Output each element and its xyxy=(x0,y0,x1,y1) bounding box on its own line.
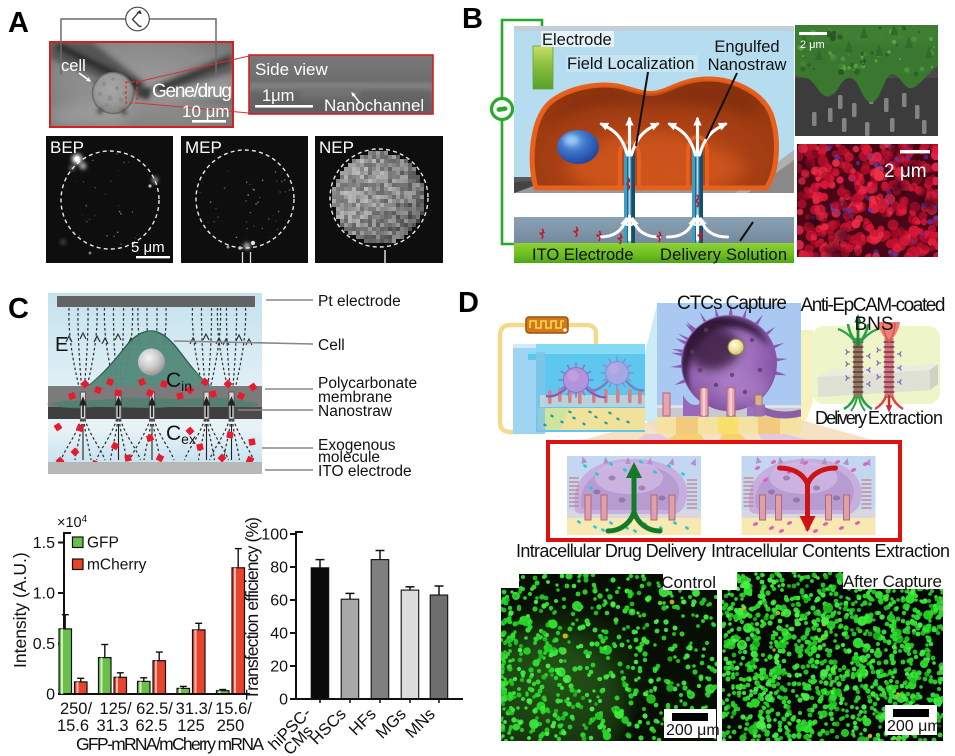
svg-text:1μm: 1μm xyxy=(262,87,294,105)
svg-text:250: 250 xyxy=(217,717,245,735)
svg-text:200 μm: 200 μm xyxy=(666,722,720,739)
svg-text:Polycarbonate: Polycarbonate xyxy=(318,375,417,392)
svg-text:Exogenous: Exogenous xyxy=(318,437,396,454)
svg-text:1.5: 1.5 xyxy=(33,535,55,552)
svg-text:Control: Control xyxy=(661,573,716,592)
svg-text:C: C xyxy=(8,293,29,325)
svg-text:62.5/: 62.5/ xyxy=(136,700,173,718)
svg-text:Nanochannel: Nanochannel xyxy=(324,96,424,115)
svg-text:Field Localization: Field Localization xyxy=(567,55,695,73)
svg-text:0: 0 xyxy=(279,692,288,709)
svg-text:After Capture: After Capture xyxy=(843,572,942,591)
svg-text:Gene/drug: Gene/drug xyxy=(152,81,232,102)
svg-text:GFP: GFP xyxy=(87,535,119,552)
svg-text:62.5: 62.5 xyxy=(135,717,167,735)
svg-text:Intracellular Drug Delivery: Intracellular Drug Delivery xyxy=(516,541,706,561)
svg-text:NEP: NEP xyxy=(319,138,354,157)
svg-text:80: 80 xyxy=(270,560,288,577)
svg-text:×104: ×104 xyxy=(57,514,88,531)
svg-text:MEP: MEP xyxy=(185,138,222,157)
svg-text:membrane: membrane xyxy=(318,389,392,406)
svg-text:BEP: BEP xyxy=(50,138,84,157)
svg-text:HSCs: HSCs xyxy=(307,705,350,748)
svg-text:1.0: 1.0 xyxy=(33,586,55,603)
svg-text:cell: cell xyxy=(61,57,86,75)
svg-text:MGs: MGs xyxy=(372,705,409,742)
svg-text:CTCs Capture: CTCs Capture xyxy=(677,293,787,314)
svg-text:Extraction: Extraction xyxy=(868,408,943,428)
svg-text:BNS: BNS xyxy=(854,314,893,335)
svg-text:10 μm: 10 μm xyxy=(182,102,230,121)
svg-text:20: 20 xyxy=(270,659,288,676)
svg-text:Intensity (A.U.): Intensity (A.U.) xyxy=(10,552,30,668)
svg-text:E: E xyxy=(55,334,68,356)
svg-text:Delivery Solution: Delivery Solution xyxy=(660,246,787,264)
svg-text:Electrode: Electrode xyxy=(542,31,612,49)
svg-text:Side view: Side view xyxy=(255,60,328,79)
svg-text:Engulfed: Engulfed xyxy=(714,38,779,56)
svg-text:mCherry: mCherry xyxy=(87,557,147,574)
svg-text:5 μm: 5 μm xyxy=(131,239,165,256)
svg-text:Cell: Cell xyxy=(318,337,345,354)
svg-text:molecule: molecule xyxy=(318,449,380,466)
svg-text:Transfection efficiency (%): Transfection efficiency (%) xyxy=(242,517,262,700)
svg-text:100: 100 xyxy=(261,527,288,544)
svg-text:A: A xyxy=(8,7,29,39)
svg-text:40: 40 xyxy=(270,626,288,643)
svg-text:125/: 125/ xyxy=(99,700,132,718)
svg-text:GFP-mRNA/mCherry mRNA: GFP-mRNA/mCherry mRNA xyxy=(76,734,264,754)
svg-text:125: 125 xyxy=(177,717,205,735)
svg-text:0.5: 0.5 xyxy=(33,636,55,653)
svg-text:MNs: MNs xyxy=(402,705,439,742)
svg-text:250/: 250/ xyxy=(60,700,93,718)
svg-text:Intracellular Contents Extract: Intracellular Contents Extraction xyxy=(711,541,950,561)
svg-text:31.3/: 31.3/ xyxy=(176,700,213,718)
svg-text:0: 0 xyxy=(46,687,55,704)
svg-text:Delivery: Delivery xyxy=(815,408,867,428)
svg-text:Anti-EpCAM-coated: Anti-EpCAM-coated xyxy=(801,295,946,316)
svg-text:ITO Electrode: ITO Electrode xyxy=(532,246,634,264)
svg-text:60: 60 xyxy=(270,593,288,610)
svg-text:HFs: HFs xyxy=(346,705,380,739)
svg-text:Pt electrode: Pt electrode xyxy=(318,293,401,310)
svg-text:2 μm: 2 μm xyxy=(800,39,825,51)
svg-text:2 μm: 2 μm xyxy=(884,161,927,182)
svg-text:ITO electrode: ITO electrode xyxy=(318,463,412,480)
svg-text:200 μm: 200 μm xyxy=(887,718,941,735)
svg-text:15.6: 15.6 xyxy=(57,717,89,735)
svg-text:D: D xyxy=(458,287,479,319)
svg-text:31.3: 31.3 xyxy=(96,717,128,735)
svg-text:B: B xyxy=(462,3,483,35)
svg-text:Nanostraw: Nanostraw xyxy=(318,403,393,420)
svg-text:15.6/: 15.6/ xyxy=(215,700,252,718)
svg-text:Nanostraw: Nanostraw xyxy=(708,56,787,74)
